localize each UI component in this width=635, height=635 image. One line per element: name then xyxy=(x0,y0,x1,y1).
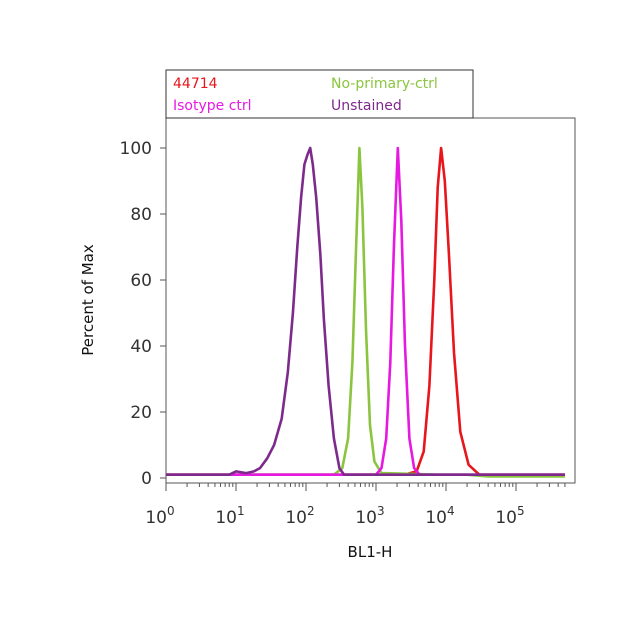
y-axis-ticks: 0 20 40 60 80 100 xyxy=(120,139,166,489)
y-tick-label: 80 xyxy=(130,205,152,225)
x-tick-label: 101 xyxy=(215,504,244,528)
legend-entry-no-primary-ctrl: No-primary-ctrl xyxy=(331,76,438,92)
y-tick-label: 60 xyxy=(130,271,152,291)
x-axis-label: BL1-H xyxy=(348,543,393,561)
series-line-unstained xyxy=(166,146,565,476)
series-curves xyxy=(166,146,565,478)
legend-entry-unstained: Unstained xyxy=(331,98,402,114)
legend-entry-44714: 44714 xyxy=(173,76,218,92)
y-tick-label: 100 xyxy=(120,139,152,159)
x-axis-ticks: 100 101 102 103 104 105 xyxy=(145,483,566,528)
x-tick-label: 100 xyxy=(145,504,174,528)
legend: 44714 No-primary-ctrl Isotype ctrl Unsta… xyxy=(165,69,474,119)
legend-box xyxy=(165,69,474,119)
x-tick-label: 103 xyxy=(355,504,384,528)
x-tick-label: 104 xyxy=(425,504,454,528)
y-tick-label: 0 xyxy=(141,469,152,489)
x-tick-label: 105 xyxy=(495,504,524,528)
x-tick-label: 102 xyxy=(285,504,314,528)
legend-entry-isotype-ctrl: Isotype ctrl xyxy=(173,98,252,114)
y-axis-label: Percent of Max xyxy=(79,244,97,356)
y-tick-label: 40 xyxy=(130,337,152,357)
y-tick-label: 20 xyxy=(130,403,152,423)
